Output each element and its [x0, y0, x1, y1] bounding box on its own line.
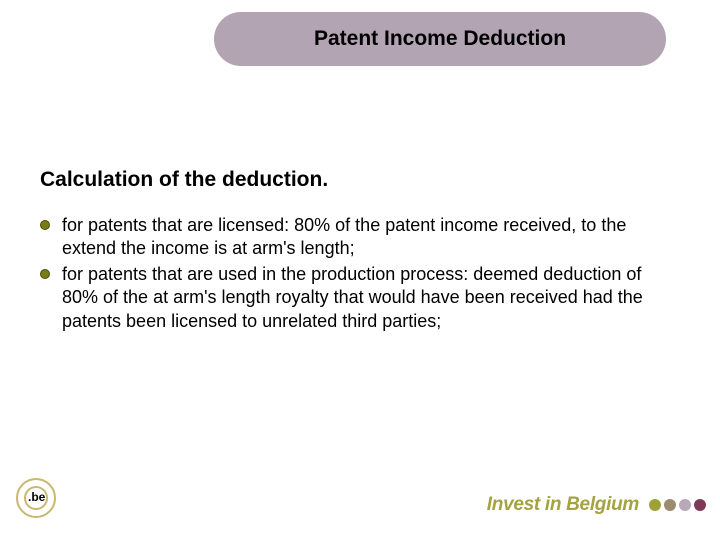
footer-right: Invest in Belgium — [487, 494, 706, 516]
bullet-text: for patents that are used in the product… — [62, 264, 643, 331]
footer: .be Invest in Belgium — [14, 474, 706, 522]
logo-be-text: .be — [28, 490, 45, 504]
bullet-text: for patents that are licensed: 80% of th… — [62, 215, 626, 258]
bullet-list: for patents that are licensed: 80% of th… — [40, 214, 660, 333]
bullet-icon — [40, 269, 50, 279]
title-text: Patent Income Deduction — [314, 27, 566, 51]
bullet-icon — [40, 220, 50, 230]
list-item: for patents that are used in the product… — [40, 263, 660, 333]
footer-tagline: Invest in Belgium — [487, 494, 639, 516]
dot-icon — [649, 499, 661, 511]
content-area: Calculation of the deduction. for patent… — [40, 168, 660, 335]
dot-icon — [679, 499, 691, 511]
dot-icon — [664, 499, 676, 511]
dot-icon — [694, 499, 706, 511]
section-heading: Calculation of the deduction. — [40, 168, 660, 192]
list-item: for patents that are licensed: 80% of th… — [40, 214, 660, 261]
logo-be: .be — [14, 474, 62, 522]
title-banner: Patent Income Deduction — [214, 12, 666, 66]
footer-dots — [649, 499, 706, 511]
